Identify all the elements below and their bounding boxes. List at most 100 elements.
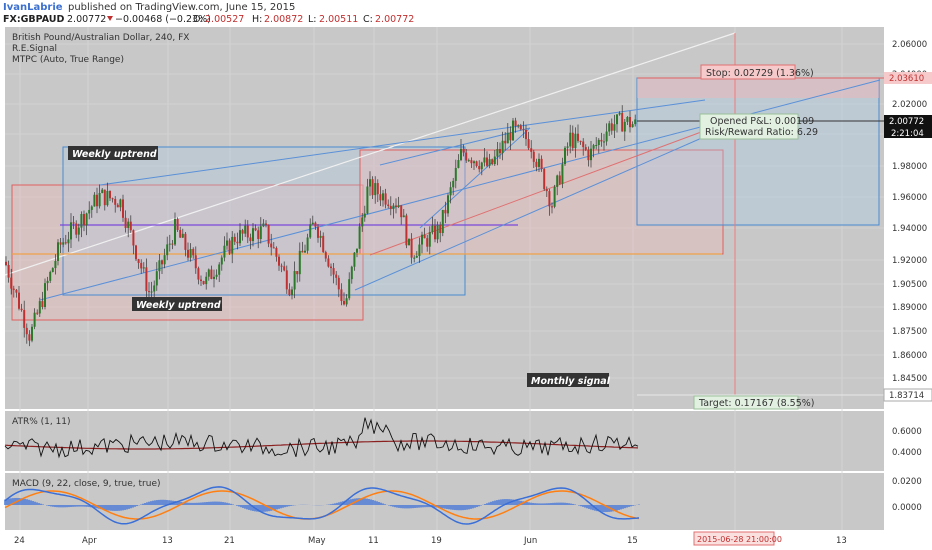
rising-wedge-lower-blue[interactable] <box>354 129 721 291</box>
trend-line-white[interactable] <box>4 32 736 276</box>
candle-body <box>600 139 603 142</box>
time-axis[interactable] <box>0 530 932 550</box>
candle-body <box>220 257 223 265</box>
macd-legend[interactable]: MACD (9, 22, close, 9, true, true) <box>12 479 161 489</box>
macd-hist-bar <box>190 502 192 505</box>
macd-hist-bar <box>456 505 458 511</box>
macd-hist-bar <box>416 505 418 508</box>
candle-body <box>283 266 286 271</box>
macd-hist-bar <box>64 505 66 508</box>
macd-hist-bar <box>156 500 158 505</box>
macd-hist-bar <box>574 504 576 505</box>
position-box-blue[interactable] <box>636 77 880 226</box>
candle-body <box>374 183 377 196</box>
macd-hist-bar <box>170 500 172 505</box>
macd-hist-bar <box>218 501 220 505</box>
candle-body <box>257 230 260 240</box>
candle-body <box>176 219 179 230</box>
legend-indicator-1[interactable]: R.E.Signal <box>12 44 57 54</box>
wedge-diag-blue[interactable] <box>419 127 531 229</box>
candlestick-series[interactable] <box>5 105 637 347</box>
monthly-signal-label-bg <box>527 373 609 387</box>
macd-hist-bar <box>580 505 582 507</box>
candle-body <box>213 276 215 279</box>
macd-hist-bar <box>244 505 246 509</box>
channel-top-line[interactable] <box>99 99 706 186</box>
candle-body <box>371 179 374 196</box>
macd-hist-bar <box>66 505 68 508</box>
stop-axis-label-bg <box>884 72 932 84</box>
candle-body <box>345 298 348 305</box>
stop-label[interactable]: Stop: 0.02729 (1.36%) <box>706 68 814 79</box>
candle-body <box>96 194 98 207</box>
macd-hist-bar <box>284 505 286 508</box>
time-tick-label: 15 <box>627 536 638 546</box>
candle-body <box>423 234 426 239</box>
macd-hist-bar <box>346 500 348 505</box>
risk-reward-label[interactable]: Risk/Reward Ratio: 6.29 <box>705 127 818 138</box>
macd-hist-bar <box>212 501 214 505</box>
author-name[interactable]: IvanLabrie <box>3 2 63 13</box>
macd-hist-bar <box>618 505 620 510</box>
macd-hist-bar <box>188 502 190 505</box>
candle-body <box>356 248 358 253</box>
candle-body <box>519 125 522 130</box>
candle-body <box>527 139 530 149</box>
candle-body <box>111 198 114 200</box>
macd-hist-bar <box>102 505 104 510</box>
weekly-uptrend-label-2[interactable]: Weekly uptrend <box>136 300 221 311</box>
candle-body <box>509 132 512 141</box>
macd-hist-bar <box>108 505 110 511</box>
atr-legend[interactable]: ATR% (1, 11) <box>12 417 71 427</box>
macd-hist-bar <box>536 503 538 505</box>
rising-wedge-lower-red[interactable] <box>369 124 721 256</box>
monthly-signal-label[interactable]: Monthly signal <box>531 376 611 387</box>
candle-body <box>236 241 239 244</box>
macd-hist-bar <box>74 505 76 507</box>
header-bar <box>0 0 932 26</box>
candle-body <box>244 225 247 234</box>
price-pane[interactable] <box>5 27 884 409</box>
macd-hist-bar <box>80 505 82 507</box>
candle-body <box>205 276 208 285</box>
candle-body <box>538 158 540 167</box>
macd-hist-bar <box>176 501 178 505</box>
candle-body <box>129 221 132 231</box>
time-tick-label: 13 <box>162 536 173 546</box>
weekly-uptrend-label-1-bg <box>68 146 158 160</box>
candle-body <box>395 205 397 208</box>
macd-hist-bar <box>426 505 428 508</box>
candle-body <box>400 205 403 218</box>
macd-hist-bar <box>382 503 384 505</box>
candle-body <box>322 235 325 253</box>
price-axis[interactable] <box>884 27 932 530</box>
legend-indicator-2[interactable]: MTPC (Auto, True Range) <box>12 55 124 65</box>
target-label[interactable]: Target: 0.17167 (8.55%) <box>698 398 815 409</box>
candle-body <box>301 250 304 253</box>
candle-body <box>5 261 7 265</box>
candle-body <box>478 166 481 170</box>
macd-hist-bar <box>84 505 86 507</box>
macd-hist-bar <box>588 505 590 509</box>
candle-body <box>278 256 280 266</box>
candle-body <box>202 280 205 285</box>
macd-hist-bar <box>372 500 374 505</box>
opened-pl-label[interactable]: Opened P&L: 0.00109 <box>710 116 814 127</box>
macd-hist-bar <box>414 505 416 508</box>
macd-hist-bar <box>194 502 196 505</box>
macd-hist-bar <box>146 502 148 505</box>
time-tick-label: May <box>308 536 326 546</box>
candle-body <box>291 289 293 296</box>
candle-body <box>103 189 106 206</box>
candle-body <box>405 215 408 246</box>
candle-body <box>265 223 267 225</box>
price-tick-label: 1.84500 <box>892 374 927 384</box>
macd-hist-bar <box>466 505 468 510</box>
weekly-uptrend-label-1[interactable]: Weekly uptrend <box>72 149 157 160</box>
macd-hist-bar <box>106 505 108 511</box>
macd-hist-bar <box>12 498 14 505</box>
range-box-blue-left[interactable] <box>62 146 466 296</box>
change-text: −0.00468 (−0.23%) <box>115 14 211 25</box>
candle-body <box>77 227 80 235</box>
candle-body <box>610 123 613 131</box>
